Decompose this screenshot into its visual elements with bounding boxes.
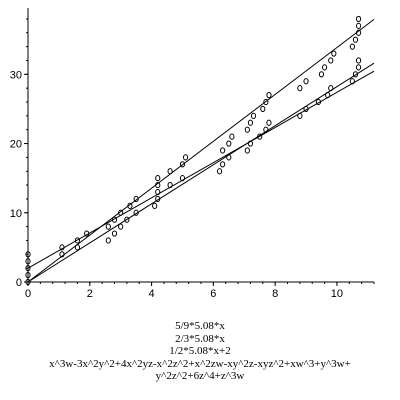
legend: 5/9*5.08*x 2/3*5.08*x 1/2*5.08*x+2 x^3w-… [0,320,400,383]
data-point [226,154,232,161]
data-point [155,188,161,196]
data-point [155,175,161,182]
data-point [247,119,254,126]
data-point [179,161,186,168]
data-point [349,43,355,50]
legend-entry-points-part-1: x^3w-3x^2y^2+4x^2yz-x^2z^2+x^2zw-xy^2z-x… [49,357,351,370]
data-point [257,133,263,140]
data-point [105,223,111,230]
x-tick-label: 8 [272,288,278,300]
fit-line-1 [27,62,375,283]
data-point [105,237,111,244]
data-point [74,237,81,244]
x-tick-label: 4 [149,288,155,300]
data-point [167,181,173,189]
data-point [226,140,232,147]
data-point [155,195,161,203]
data-point [355,57,362,64]
fit-lines [27,19,375,283]
data-point [111,230,118,237]
data-point [133,209,139,216]
y-tick-label: 0 [16,277,22,289]
data-point [244,126,250,133]
data-point [127,202,133,209]
data-point [25,265,31,272]
legend-entry-line-2: 2/3*5.08*x [175,332,225,345]
data-point [220,161,226,168]
data-point [352,36,359,43]
data-point [349,78,355,85]
y-tick-label: 10 [10,208,22,220]
data-point [25,258,31,265]
data-point [266,91,272,99]
data-point [263,126,269,133]
data-point [355,29,362,36]
data-point [321,64,328,71]
data-point [260,105,266,113]
data-point [118,223,124,230]
data-point [25,271,31,279]
axes: 0 2 4 6 8 10 0 10 20 30 [10,8,375,300]
x-tick-label: 6 [210,288,216,300]
data-point [355,15,362,23]
fit-line-2 [27,19,375,283]
x-tick-label: 2 [87,288,93,300]
legend-entry-points: x^3w-3x^2y^2+4x^2yz-x^2z^2+x^2zw-xy^2z-x… [0,358,400,383]
chart: 0 2 4 6 8 10 0 10 20 30 x [10,8,375,310]
fit-line-3 [27,70,375,269]
data-point [152,202,158,209]
data-point [124,216,130,223]
data-point [315,98,321,106]
x-tick-label: 0 [25,288,31,300]
data-point [74,244,81,251]
data-point [179,175,186,182]
x-axis-label: x [198,309,204,310]
data-point [25,278,31,286]
data-point [250,112,257,119]
data-point [118,209,124,216]
data-point [325,91,331,99]
data-point [263,98,269,106]
data-point [59,244,65,251]
data-point [244,147,250,154]
data-point [220,147,226,154]
data-point [355,64,362,71]
legend-entry-line-1: 5/9*5.08*x [175,320,225,332]
data-point [318,71,325,78]
data-point [182,154,189,161]
legend-entry-points-part-2: y^2z^2+6z^4+z^3w [155,370,245,383]
y-tick-label: 30 [10,69,22,81]
data-point [155,181,161,189]
data-point [247,140,254,147]
data-point [328,57,334,64]
data-point [229,133,235,140]
x-tick-label: 10 [331,288,343,300]
data-point [331,50,337,57]
data-point [355,22,362,29]
legend-entry-line-3: 1/2*5.08*x+2 [169,345,231,358]
data-point [266,119,272,126]
data-points [25,15,362,286]
data-point [25,251,31,258]
data-point [352,71,359,78]
data-point [303,105,309,113]
data-point [167,168,173,175]
data-point [328,85,334,92]
data-point [216,168,223,175]
data-point [133,195,139,203]
data-point [59,251,65,258]
data-point [84,230,90,237]
data-point [303,78,309,85]
data-point [297,112,303,119]
y-tick-label: 20 [10,139,22,151]
data-point [111,216,118,223]
data-point [297,85,303,92]
